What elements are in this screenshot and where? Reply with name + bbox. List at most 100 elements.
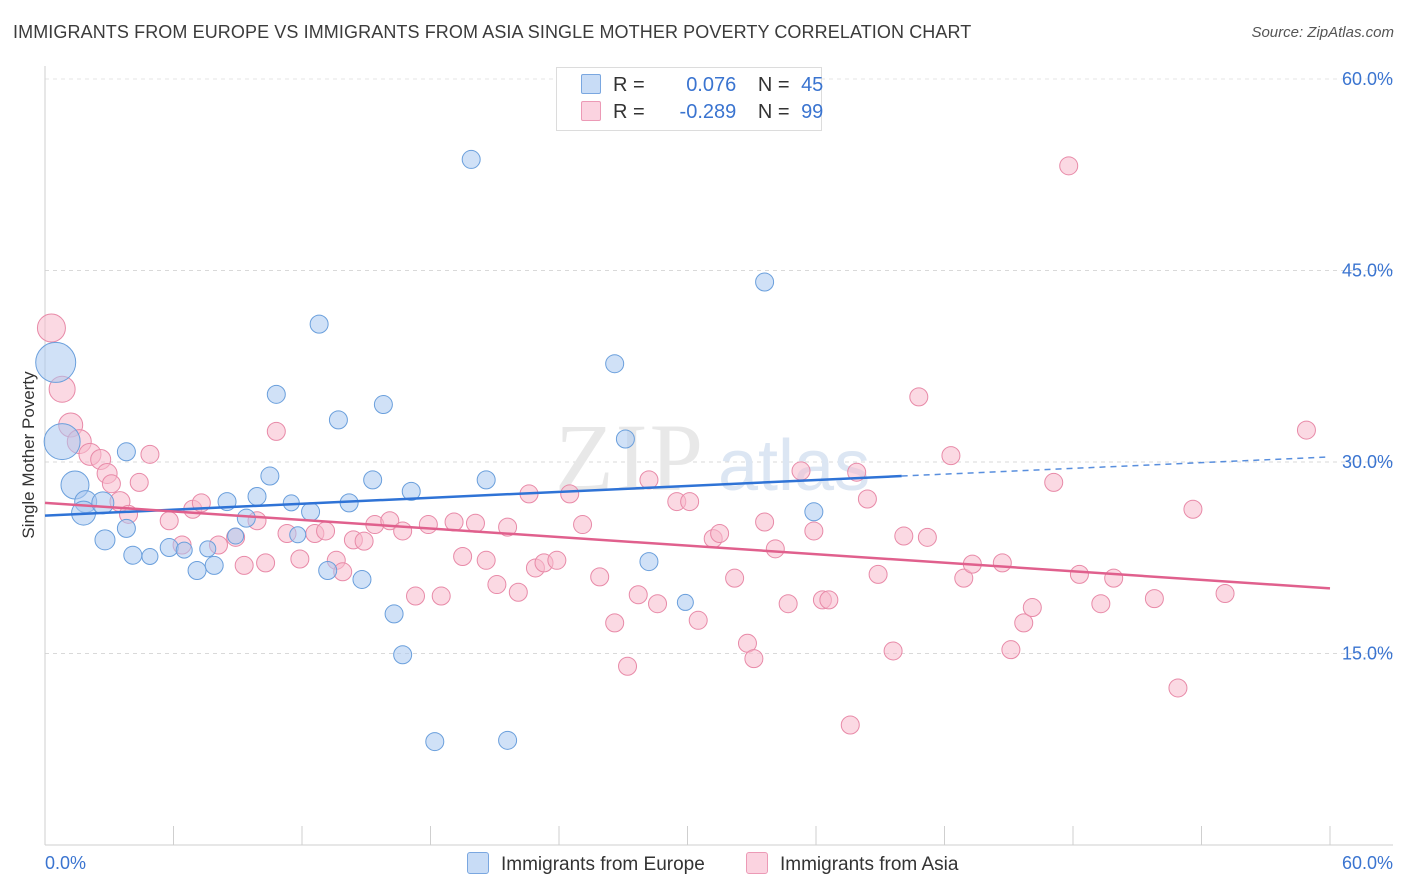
- point-asia: [857, 489, 877, 509]
- point-europe: [227, 527, 245, 545]
- point-asia: [628, 585, 648, 605]
- point-asia: [1215, 583, 1235, 603]
- point-asia: [894, 526, 914, 546]
- n-value-europe: 45: [801, 74, 824, 96]
- point-asia: [1044, 472, 1064, 492]
- point-europe: [309, 314, 329, 334]
- x-tick-labels: 0.0% 60.0%: [45, 853, 1393, 873]
- point-europe: [116, 442, 136, 462]
- watermark: ZIP atlas: [555, 404, 870, 511]
- point-asia: [1168, 678, 1188, 698]
- point-asia: [804, 521, 824, 541]
- point-europe: [384, 604, 404, 624]
- point-asia: [1069, 564, 1089, 584]
- point-europe: [94, 529, 116, 551]
- point-europe: [328, 410, 348, 430]
- point-europe: [260, 466, 280, 486]
- point-asia: [573, 515, 593, 535]
- point-asia: [605, 613, 625, 633]
- point-asia: [1001, 640, 1021, 660]
- point-europe: [289, 526, 307, 544]
- series-asia-points: [36, 156, 1316, 735]
- legend-label-asia: Immigrants from Asia: [780, 854, 959, 875]
- axes: [44, 66, 1393, 846]
- point-europe: [401, 481, 421, 501]
- legend-item-europe[interactable]: Immigrants from Europe: [467, 852, 705, 876]
- point-europe: [236, 508, 256, 528]
- point-asia: [680, 492, 700, 512]
- r-label: R =: [613, 74, 645, 96]
- point-europe: [804, 502, 824, 522]
- y-tick-label: 60.0%: [1342, 69, 1393, 89]
- point-asia: [36, 313, 66, 343]
- y-tick-label: 45.0%: [1342, 261, 1393, 281]
- point-asia: [791, 461, 811, 481]
- series-legend: Immigrants from Europe Immigrants from A…: [0, 852, 1406, 878]
- point-asia: [648, 594, 668, 614]
- point-europe: [159, 538, 179, 558]
- legend-label-europe: Immigrants from Europe: [501, 854, 705, 875]
- point-asia: [476, 550, 496, 570]
- point-europe: [352, 569, 372, 589]
- point-asia: [917, 527, 937, 547]
- point-asia: [266, 421, 286, 441]
- point-europe: [187, 561, 207, 581]
- point-europe: [199, 540, 217, 558]
- point-europe: [43, 423, 81, 461]
- point-europe: [301, 502, 321, 522]
- point-asia: [159, 511, 179, 531]
- point-asia: [1014, 613, 1034, 633]
- point-europe: [476, 470, 496, 490]
- point-asia: [1296, 420, 1316, 440]
- point-europe: [247, 486, 267, 506]
- point-asia: [1183, 499, 1203, 519]
- point-asia: [765, 539, 785, 559]
- point-asia: [954, 568, 974, 588]
- point-asia: [992, 553, 1012, 573]
- point-europe: [605, 354, 625, 374]
- point-asia: [755, 512, 775, 532]
- trend-lines: [44, 456, 1331, 590]
- point-europe: [204, 555, 224, 575]
- point-asia: [840, 715, 860, 735]
- y-axis-label: Single Mother Poverty: [19, 371, 38, 539]
- point-europe: [116, 518, 136, 538]
- correlation-legend: R = 0.076 N = 45 R = -0.289 N = 99: [556, 67, 824, 131]
- point-asia: [140, 444, 160, 464]
- trend-line-europe: [44, 474, 902, 517]
- legend-swatch-asia: [746, 852, 768, 874]
- point-asia: [1144, 589, 1164, 609]
- point-asia: [1091, 594, 1111, 614]
- point-asia: [941, 446, 961, 466]
- point-asia: [1104, 568, 1124, 588]
- legend-swatch-europe: [581, 74, 601, 94]
- legend-swatch-europe: [467, 852, 489, 874]
- point-europe: [175, 541, 193, 559]
- point-asia: [129, 472, 149, 492]
- point-asia: [101, 474, 121, 494]
- legend-item-asia[interactable]: Immigrants from Asia: [746, 852, 958, 876]
- point-asia: [498, 517, 518, 537]
- point-asia: [688, 610, 708, 630]
- point-asia: [547, 550, 567, 570]
- point-europe: [393, 645, 413, 665]
- trend-line-europe-extension: [901, 456, 1331, 477]
- n-label: N =: [757, 101, 790, 123]
- point-asia: [618, 656, 638, 676]
- point-europe: [318, 561, 338, 581]
- legend-row-europe: R = 0.076 N = 45: [581, 74, 823, 100]
- y-tick-label: 15.0%: [1342, 644, 1393, 664]
- point-asia: [508, 582, 528, 602]
- y-tick-labels: 15.0% 30.0% 45.0% 60.0%: [1342, 69, 1393, 664]
- point-europe: [35, 341, 77, 383]
- chart-source: Source: ZipAtlas.com: [1251, 24, 1394, 41]
- point-europe: [123, 545, 143, 565]
- r-value-europe: 0.076: [686, 74, 737, 96]
- point-asia: [639, 470, 659, 490]
- point-asia: [444, 512, 464, 532]
- n-value-asia: 99: [801, 101, 824, 123]
- point-europe: [676, 593, 694, 611]
- trend-line-asia: [44, 501, 1331, 590]
- r-value-asia: -0.289: [679, 101, 737, 123]
- point-europe: [91, 491, 115, 515]
